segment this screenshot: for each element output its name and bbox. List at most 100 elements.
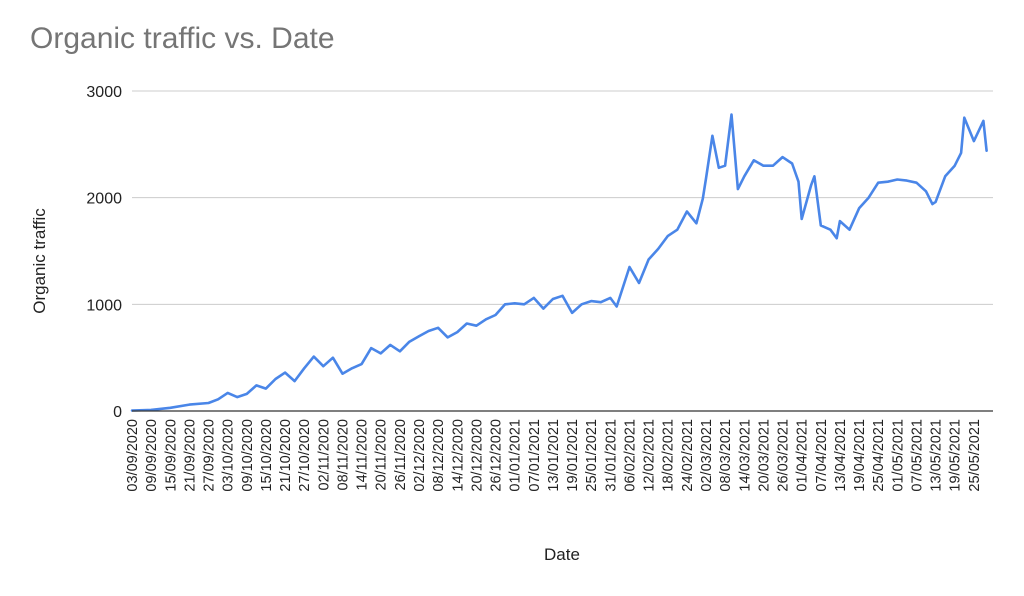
x-tick-label: 20/03/2021 <box>756 419 772 492</box>
x-tick-label: 01/04/2021 <box>795 419 811 492</box>
data-point <box>523 303 526 306</box>
data-point <box>848 228 851 231</box>
data-point <box>580 303 583 306</box>
x-tick-label: 15/09/2020 <box>163 419 179 492</box>
x-tick-label: 03/09/2020 <box>125 419 141 492</box>
data-point <box>717 166 720 169</box>
x-axis-title: Date <box>544 545 580 564</box>
data-point <box>886 180 889 183</box>
data-point <box>711 134 714 137</box>
data-point <box>701 197 704 200</box>
data-point <box>571 311 574 314</box>
x-tick-label: 21/09/2020 <box>182 419 198 492</box>
data-point <box>561 294 564 297</box>
x-tick-label: 26/03/2021 <box>776 419 792 492</box>
data-point <box>532 296 535 299</box>
x-tick-label: 26/11/2020 <box>393 419 409 491</box>
x-tick-label: 25/05/2021 <box>967 419 983 492</box>
data-point <box>762 164 765 167</box>
series-line-organic-traffic <box>130 113 988 412</box>
x-tick-label: 02/12/2020 <box>412 419 428 492</box>
data-point <box>666 235 669 238</box>
data-point <box>494 314 497 316</box>
x-tick-label: 20/11/2020 <box>374 419 390 491</box>
data-point <box>813 175 816 178</box>
data-point <box>542 307 545 310</box>
data-point <box>752 159 755 162</box>
x-tick-label: 31/01/2021 <box>603 419 619 492</box>
data-point <box>245 392 248 395</box>
x-tick-label: 07/04/2021 <box>814 419 830 492</box>
data-point <box>953 164 956 167</box>
data-point <box>877 181 880 184</box>
data-point <box>437 326 440 329</box>
data-point <box>781 156 784 159</box>
x-tick-label: 01/01/2021 <box>508 419 524 492</box>
x-tick-label: 09/09/2020 <box>144 419 160 492</box>
x-tick-label: 26/12/2020 <box>489 419 505 492</box>
data-points <box>131 113 988 412</box>
data-point <box>188 403 191 406</box>
data-point <box>274 378 277 380</box>
data-point <box>331 356 334 359</box>
data-point <box>934 200 937 203</box>
data-point <box>341 372 344 375</box>
x-tick-label: 03/10/2020 <box>221 419 237 492</box>
x-tick-label: 13/05/2021 <box>929 419 945 492</box>
x-tick-label: 27/09/2020 <box>202 419 218 492</box>
y-axis-title: Organic traffic <box>30 208 49 314</box>
data-point <box>504 303 507 306</box>
data-point <box>915 181 918 184</box>
x-tick-label: 25/04/2021 <box>871 419 887 492</box>
x-tick-label: 07/01/2021 <box>527 419 543 492</box>
data-point <box>284 371 287 374</box>
data-point <box>982 119 985 122</box>
y-tick-label: 2000 <box>86 191 122 208</box>
data-point <box>835 237 838 240</box>
x-tick-label: 15/10/2020 <box>259 419 275 492</box>
data-point <box>590 300 593 303</box>
gridlines <box>132 90 993 305</box>
x-tick-label: 07/05/2021 <box>909 419 925 492</box>
data-point <box>389 343 392 346</box>
y-tick-label: 0 <box>113 404 122 421</box>
data-point <box>858 207 861 210</box>
data-point <box>615 305 618 308</box>
data-point <box>427 330 430 332</box>
data-point <box>456 331 459 334</box>
data-point <box>226 391 229 394</box>
x-tick-label: 09/10/2020 <box>240 419 256 492</box>
data-point <box>360 363 363 366</box>
x-tick-label: 14/11/2020 <box>355 419 371 491</box>
data-point <box>446 336 449 339</box>
data-point <box>743 175 746 178</box>
chart-title: Organic traffic vs. Date <box>30 22 335 55</box>
x-axis-ticks: 03/09/2020 09/09/2020 15/09/2020 21/09/2020… <box>125 419 983 492</box>
data-point <box>264 387 267 390</box>
data-point <box>838 220 841 223</box>
data-point <box>810 183 813 186</box>
data-point <box>797 180 800 183</box>
data-point <box>475 324 478 327</box>
data-point <box>925 190 927 193</box>
data-point <box>905 179 908 182</box>
data-point <box>217 398 220 401</box>
data-point <box>408 340 411 343</box>
x-tick-label: 14/12/2020 <box>450 419 466 492</box>
data-point <box>819 224 822 227</box>
x-tick-label: 19/01/2021 <box>565 419 581 492</box>
data-point <box>465 322 468 325</box>
data-point <box>255 384 258 387</box>
data-point <box>647 258 650 261</box>
x-tick-label: 19/05/2021 <box>948 419 964 492</box>
y-tick-label: 3000 <box>86 84 122 101</box>
x-tick-label: 21/10/2020 <box>278 419 294 492</box>
x-tick-label: 01/05/2021 <box>890 419 906 492</box>
x-tick-label: 02/11/2020 <box>316 419 332 491</box>
data-point <box>829 228 832 231</box>
data-point <box>551 298 554 300</box>
data-point <box>628 266 631 268</box>
data-point <box>638 282 640 284</box>
x-tick-label: 24/02/2021 <box>680 419 696 492</box>
y-tick-label: 1000 <box>86 297 122 314</box>
